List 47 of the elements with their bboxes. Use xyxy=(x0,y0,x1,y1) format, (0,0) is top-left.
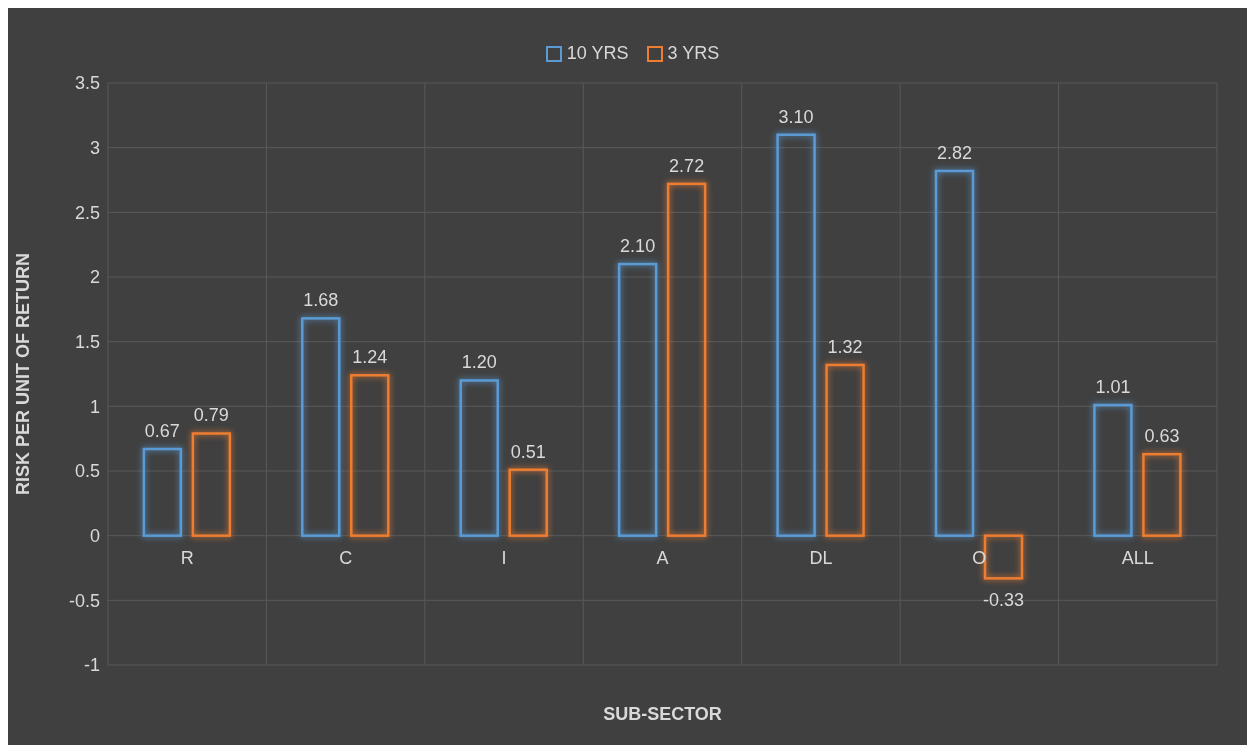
bar xyxy=(617,262,658,537)
bar xyxy=(666,182,707,537)
legend-label: 3 YRS xyxy=(666,43,720,64)
data-label: 1.20 xyxy=(461,352,497,373)
y-tick-label: 1 xyxy=(89,396,100,417)
bar xyxy=(825,363,865,537)
bar xyxy=(350,374,390,537)
y-tick-label: 3 xyxy=(89,138,100,159)
data-label: 3.10 xyxy=(778,106,814,127)
data-label: 1.24 xyxy=(352,347,388,368)
data-label: 0.51 xyxy=(510,441,546,462)
y-tick-label: -0.5 xyxy=(68,590,100,611)
data-label: 0.79 xyxy=(193,405,229,426)
y-tick-label: -1 xyxy=(83,655,100,676)
y-tick-label: 3.5 xyxy=(74,73,100,94)
bar xyxy=(142,447,183,537)
x-tick-label: DL xyxy=(809,547,833,568)
bar xyxy=(191,432,232,537)
bar xyxy=(776,133,816,537)
data-label: 0.63 xyxy=(1144,426,1180,447)
y-axis-title: RISK PER UNIT OF RETURN xyxy=(13,252,34,496)
x-tick-label: C xyxy=(339,547,353,568)
bar xyxy=(301,317,341,537)
y-tick-label: 0 xyxy=(89,526,100,547)
data-label: 0.67 xyxy=(144,421,180,442)
bar xyxy=(934,169,975,537)
x-tick-label: R xyxy=(180,547,194,568)
legend-label: 10 YRS xyxy=(565,43,629,64)
y-tick-label: 2 xyxy=(89,267,100,288)
data-label: 2.82 xyxy=(936,142,973,163)
data-label: 1.01 xyxy=(1095,377,1131,398)
data-label: 2.72 xyxy=(669,155,705,176)
x-axis-title: SUB-SECTOR xyxy=(603,704,722,724)
y-tick-label: 0.5 xyxy=(74,461,100,482)
data-label: 1.32 xyxy=(827,336,863,357)
x-tick-label: ALL xyxy=(1121,547,1154,568)
data-label: -0.33 xyxy=(982,590,1025,611)
data-label: 1.68 xyxy=(303,290,339,311)
y-tick-label: 2.5 xyxy=(74,202,100,223)
x-tick-label: I xyxy=(501,547,507,568)
bar xyxy=(459,379,499,537)
bar xyxy=(1142,452,1182,537)
x-tick-label: A xyxy=(656,547,669,568)
y-tick-label: 1.5 xyxy=(74,332,100,353)
data-label: 2.10 xyxy=(620,236,656,257)
bar xyxy=(1093,403,1133,537)
bar xyxy=(508,468,548,537)
